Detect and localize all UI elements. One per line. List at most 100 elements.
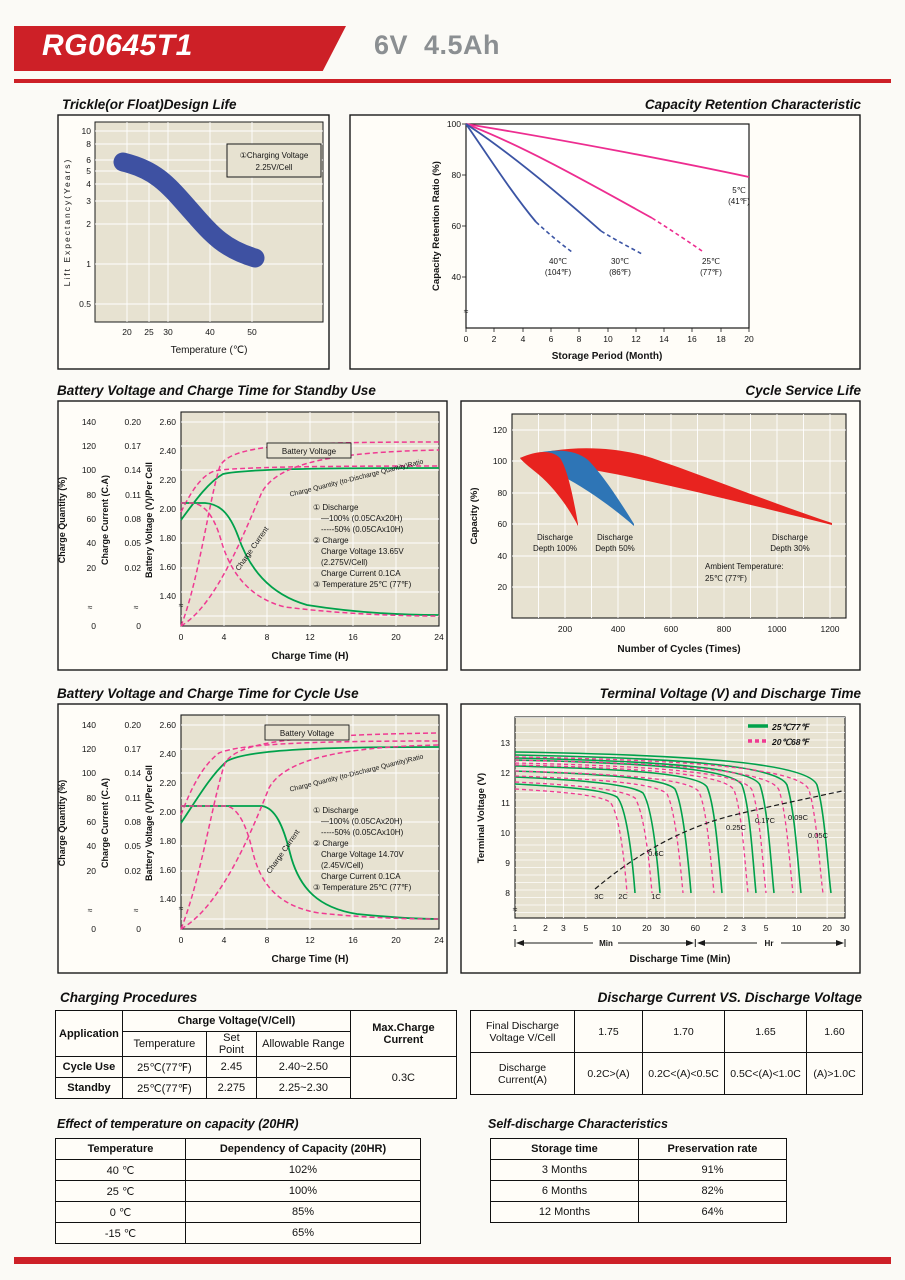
svg-text:18: 18 <box>716 334 726 344</box>
svg-text:(2.275V/Cell): (2.275V/Cell) <box>321 558 368 567</box>
time-unit-arrows <box>514 939 846 947</box>
cell-temp: 40 ℃ <box>55 1159 186 1181</box>
battery-voltage-label-box <box>264 724 350 741</box>
svg-text:(2.45V/Cell): (2.45V/Cell) <box>321 861 364 870</box>
curve-battery-voltage-100 <box>180 467 440 521</box>
curve-0-6c <box>514 765 723 894</box>
svg-text:16: 16 <box>687 334 697 344</box>
svg-text:1200: 1200 <box>821 624 840 634</box>
svg-text:0.05C: 0.05C <box>808 831 829 840</box>
svg-text:800: 800 <box>717 624 731 634</box>
svg-text:24: 24 <box>434 632 444 642</box>
svg-text:1C: 1C <box>651 892 661 901</box>
charging-header-max-current: Max.Charge Current <box>349 1010 457 1057</box>
curve-0-25c <box>514 759 757 894</box>
svg-text:Depth 30%: Depth 30% <box>770 544 810 553</box>
svg-text:30: 30 <box>163 327 173 337</box>
svg-text:③ Temperature 25℃ (77℉): ③ Temperature 25℃ (77℉) <box>313 883 412 892</box>
svg-text:10: 10 <box>603 334 613 344</box>
svg-text:0.08: 0.08 <box>124 514 141 524</box>
y-axis-ticks: 100 80 60 40 <box>447 119 461 282</box>
svg-text:10: 10 <box>82 126 92 136</box>
x-axis-ticks: 200 400 600 800 1000 1200 <box>558 624 840 634</box>
cycle-service-life-chart: Discharge Depth 100% Discharge Depth 50%… <box>460 400 861 671</box>
axis-tick-marks <box>462 123 750 332</box>
title-capacity-retention: Capacity Retention Characteristic <box>644 97 861 112</box>
cell-storage: 12 Months <box>490 1201 639 1223</box>
axis3-ticks: 2.60 2.40 2.20 2.00 1.80 1.60 1.40 <box>159 720 176 904</box>
curve-40c-solid <box>465 123 537 223</box>
title-cycle-life: Cycle Service Life <box>745 383 861 398</box>
svg-text:60: 60 <box>691 923 701 933</box>
discharge-voltage-table: Final Discharge Voltage V/Cell 1.75 1.70… <box>470 1010 863 1095</box>
lobe-labels: Discharge Depth 100% Discharge Depth 50%… <box>533 533 810 583</box>
title-temp-capacity: Effect of temperature on capacity (20HR) <box>57 1117 299 1131</box>
svg-text:1: 1 <box>513 923 518 933</box>
svg-text:80: 80 <box>87 793 97 803</box>
axis2-break: ≈ <box>134 602 139 612</box>
y-axis-ticks: 13 12 11 10 9 8 <box>501 738 511 898</box>
hr-range-label: Hr <box>765 939 774 948</box>
axis2-break: ≈ <box>134 905 139 915</box>
svg-text:6: 6 <box>86 155 91 165</box>
svg-text:0.05: 0.05 <box>124 538 141 548</box>
svg-text:3: 3 <box>561 923 566 933</box>
svg-text:2: 2 <box>723 923 728 933</box>
title-charging-procedures: Charging Procedures <box>60 990 198 1005</box>
min-range-label: Min <box>599 939 613 948</box>
svg-text:1.80: 1.80 <box>159 533 176 543</box>
curve-charge-current-50 <box>181 502 440 617</box>
x-axis-ticks: 0 4 8 12 16 20 24 <box>179 935 444 945</box>
table-row: 25 ℃ 100% <box>55 1180 421 1202</box>
svg-text:0.02: 0.02 <box>124 563 141 573</box>
conditions-notes: ① Discharge —100% (0.05CAx20H) -----50% … <box>313 503 412 589</box>
legend: 25℃77℉ 20℃68℉ <box>748 722 810 747</box>
svg-text:2: 2 <box>543 923 548 933</box>
svg-text:1.40: 1.40 <box>159 591 176 601</box>
cycle-life-lobes <box>520 448 832 526</box>
svg-text:5: 5 <box>86 166 91 176</box>
curve-charge-current-50 <box>181 805 440 920</box>
svg-text:12: 12 <box>305 632 315 642</box>
battery-voltage-label-box <box>266 442 352 459</box>
cell-range: 2.25~2.30 <box>255 1077 351 1099</box>
svg-text:Charge Voltage 13.65V: Charge Voltage 13.65V <box>321 547 404 556</box>
svg-text:—100% (0.05CAx20H): —100% (0.05CAx20H) <box>321 514 403 523</box>
svg-text:② Charge: ② Charge <box>313 839 349 848</box>
svg-text:0: 0 <box>179 935 184 945</box>
svg-text:2: 2 <box>492 334 497 344</box>
charging-header-application: Application <box>55 1010 123 1057</box>
table-row: 6 Months 82% <box>490 1180 787 1202</box>
model-number: RG0645T1 <box>42 29 193 62</box>
capacity-retention-chart: 5℃ (41℉) 25℃ (77℉) 30℃ (86℉) 40℃ (104℉) … <box>349 114 861 370</box>
temp-capacity-table: Temperature Dependency of Capacity (20HR… <box>55 1138 421 1244</box>
svg-text:2.60: 2.60 <box>159 417 176 427</box>
cell-setpoint: 2.275 <box>205 1077 257 1099</box>
x-axis-label: Charge Time (H) <box>271 651 348 662</box>
svg-text:600: 600 <box>664 624 678 634</box>
svg-text:40: 40 <box>87 538 97 548</box>
y-axis-ticks: 120 100 80 60 40 20 <box>493 425 507 592</box>
table-row: Discharge Current(A) 0.2C>(A) 0.2C<(A)<0… <box>470 1052 863 1095</box>
svg-text:0.11: 0.11 <box>125 490 141 500</box>
svg-text:Discharge: Discharge <box>537 533 574 542</box>
svg-text:4: 4 <box>222 935 227 945</box>
svg-text:Charge Voltage 14.70V: Charge Voltage 14.70V <box>321 850 404 859</box>
svg-text:8: 8 <box>505 888 510 898</box>
svg-text:2.60: 2.60 <box>159 720 176 730</box>
svg-text:60: 60 <box>87 817 97 827</box>
svg-text:3C: 3C <box>594 892 604 901</box>
svg-text:5: 5 <box>584 923 589 933</box>
header-line2: Current(A) <box>497 1073 547 1086</box>
svg-text:(86℉): (86℉) <box>609 268 631 277</box>
svg-text:Depth 50%: Depth 50% <box>595 544 635 553</box>
cell-current: (A)>1.0C <box>806 1052 863 1095</box>
svg-text:9: 9 <box>505 858 510 868</box>
charging-subheader-setpoint: Set Point <box>205 1031 257 1057</box>
svg-text:2.00: 2.00 <box>159 807 176 817</box>
svg-text:2C: 2C <box>618 892 628 901</box>
curve-charge-quantity-100 <box>180 744 440 930</box>
axis1-ticks: 140 120 100 80 60 40 20 0 <box>82 417 96 631</box>
svg-text:400: 400 <box>611 624 625 634</box>
x-axis-label: Number of Cycles (Times) <box>617 644 740 655</box>
